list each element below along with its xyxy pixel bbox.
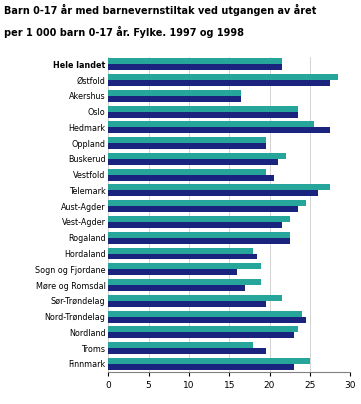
- Bar: [108, 238, 290, 244]
- Bar: [108, 342, 253, 348]
- Bar: [108, 185, 330, 190]
- Bar: [108, 106, 298, 112]
- Legend: 1997, 1998: 1997, 1998: [174, 402, 285, 404]
- Bar: [108, 222, 282, 228]
- Text: Barn 0-17 år med barnevernstiltak ved utgangen av året: Barn 0-17 år med barnevernstiltak ved ut…: [4, 4, 316, 16]
- Bar: [108, 317, 306, 322]
- Bar: [108, 364, 294, 370]
- Text: per 1 000 barn 0-17 år. Fylke. 1997 og 1998: per 1 000 barn 0-17 år. Fylke. 1997 og 1…: [4, 26, 244, 38]
- Bar: [108, 128, 330, 133]
- Bar: [108, 263, 261, 269]
- Bar: [108, 64, 282, 70]
- Bar: [108, 216, 290, 222]
- Bar: [108, 74, 338, 80]
- Bar: [108, 200, 306, 206]
- Bar: [108, 90, 242, 96]
- Bar: [108, 285, 245, 291]
- Bar: [108, 348, 265, 354]
- Bar: [108, 232, 290, 238]
- Bar: [108, 248, 253, 254]
- Bar: [108, 295, 282, 301]
- Bar: [108, 80, 330, 86]
- Bar: [108, 206, 298, 212]
- Bar: [108, 269, 237, 275]
- Bar: [108, 254, 257, 259]
- Bar: [108, 153, 286, 159]
- Bar: [108, 326, 298, 332]
- Bar: [108, 159, 278, 165]
- Bar: [108, 143, 265, 149]
- Bar: [108, 279, 261, 285]
- Bar: [108, 96, 242, 102]
- Bar: [108, 137, 265, 143]
- Bar: [108, 358, 310, 364]
- Bar: [108, 311, 302, 317]
- Bar: [108, 122, 314, 128]
- Bar: [108, 59, 282, 64]
- Bar: [108, 169, 265, 175]
- Bar: [108, 175, 274, 181]
- Bar: [108, 112, 298, 118]
- Bar: [108, 301, 265, 307]
- Bar: [108, 190, 318, 196]
- Bar: [108, 332, 294, 338]
